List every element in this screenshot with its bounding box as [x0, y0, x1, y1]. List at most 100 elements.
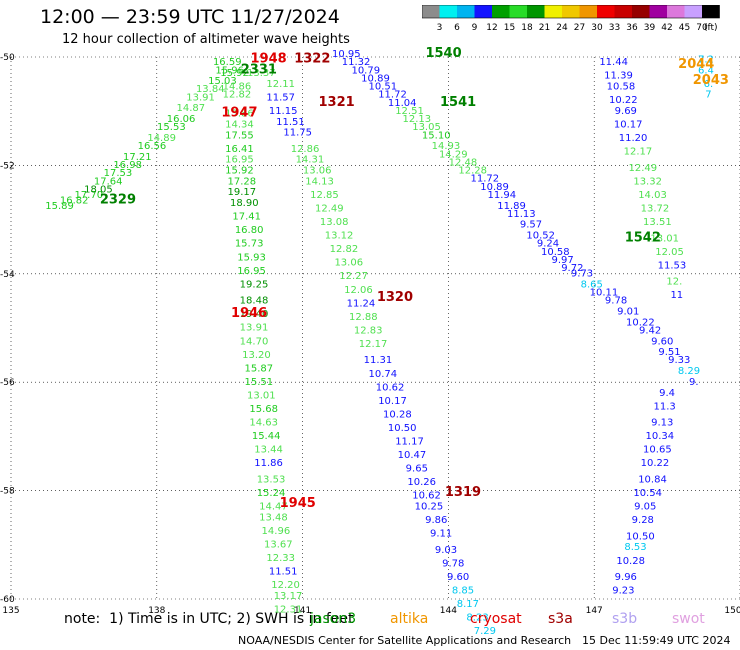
wave-height-value: 10.58 [541, 247, 570, 258]
wave-height-value: 11.53 [658, 260, 687, 271]
wave-height-value: 11.75 [283, 128, 312, 139]
wave-height-value: 10.65 [643, 445, 672, 456]
colorbar-tick-label: 36 [626, 23, 638, 33]
wave-height-value: 13.08 [320, 217, 349, 228]
wave-height-value: 15.96 [215, 65, 244, 76]
wave-height-value: 10.52 [526, 231, 555, 242]
colorbar-swatch [457, 5, 475, 18]
wave-height-value: 12.17 [624, 147, 653, 158]
colorbar-tick-label: 45 [679, 23, 690, 33]
wave-height-value: 9.65 [406, 464, 428, 475]
wave-height-value: 16.80 [235, 225, 264, 236]
wave-height-value: 10.89 [480, 182, 509, 193]
wave-height-value: 15.03 [208, 76, 237, 87]
wave-height-value: 8.85 [452, 586, 474, 597]
wave-height-value: 11.04 [388, 98, 417, 109]
wave-height-value: 11.17 [395, 437, 424, 448]
wave-height-value: 12.49 [628, 163, 657, 174]
wave-height-value: 17.41 [232, 212, 261, 223]
wave-height-value: 9.03 [435, 545, 457, 556]
map-subtitle: 12 hour collection of altimeter wave hei… [62, 32, 350, 47]
wave-height-value: 11.3 [654, 401, 676, 412]
wave-height-value: 10.50 [626, 531, 655, 542]
wave-height-value: 9.05 [634, 502, 656, 513]
wave-height-value: 13.17 [274, 591, 303, 602]
wave-height-value: 10.25 [415, 502, 444, 513]
wave-height-value: 16.98 [113, 160, 142, 171]
wave-height-value: 9.01 [617, 306, 639, 317]
wave-height-value: 15.89 [45, 201, 74, 212]
wave-height-value: 10.62 [412, 491, 441, 502]
wave-height-value: 10.62 [376, 382, 405, 393]
wave-height-value: 10.26 [407, 477, 436, 488]
x-tick-label: 150 [724, 606, 740, 616]
footer-credit: NOAA/NESDIS Center for Satellite Applica… [238, 634, 572, 647]
wave-height-value: 9.60 [651, 336, 673, 347]
colorbar-swatch [439, 5, 457, 18]
wave-height-value: 17.21 [123, 152, 152, 163]
wave-height-value: 9.42 [639, 325, 661, 336]
wave-height-value: 12.82 [223, 90, 252, 101]
pass-label: 1322 [294, 51, 330, 66]
wave-height-value: 13.20 [242, 350, 271, 361]
wave-height-colorbar: 3 6 9 12 15 18 21 24 27 30 33 36 39 42 45 70(ft) [422, 5, 720, 33]
wave-height-value: 9.96 [615, 572, 637, 583]
wave-height-value: 8.53 [624, 542, 646, 553]
wave-height-value: 10.22 [641, 458, 670, 469]
wave-height-value: 14.63 [249, 418, 278, 429]
wave-height-value: 14.70 [240, 336, 269, 347]
wave-height-value: 10.22 [609, 95, 638, 106]
colorbar-tick-label: 24 [556, 23, 568, 33]
colorbar-swatch [422, 5, 440, 18]
wave-height-value: 11.15 [269, 106, 298, 117]
x-tick-label: 147 [586, 606, 603, 616]
wave-height-value: 9.57 [520, 220, 542, 231]
wave-height-value: 10.74 [368, 369, 397, 380]
wave-height-value: 9.33 [668, 355, 690, 366]
wave-height-value: 19.40 [240, 309, 269, 320]
pass-label: 1946 [231, 306, 267, 321]
wave-height-value: 11.24 [347, 298, 376, 309]
pass-label: 1947 [221, 106, 257, 121]
wave-height-value: 13.51 [643, 217, 672, 228]
wave-height-value: 11.89 [497, 201, 526, 212]
wave-height-value: 8.29 [678, 366, 700, 377]
x-tick-label: 135 [2, 606, 19, 616]
colorbar-swatch [597, 5, 615, 18]
wave-height-value: 10.79 [351, 65, 380, 76]
legend-s3a: s3a [548, 611, 573, 627]
wave-height-value: 9.97 [551, 255, 573, 266]
colorbar-tick-label: 12 [486, 23, 497, 33]
colorbar-swatch [667, 5, 685, 18]
wave-height-value: 11 [670, 290, 683, 301]
wave-height-value: 12.83 [354, 325, 383, 336]
wave-height-value: 15.92 [220, 68, 249, 79]
wave-height-value: 9.23 [612, 586, 634, 597]
pass-label: 1321 [319, 95, 355, 110]
legend-swot: swot [672, 611, 705, 627]
wave-height-value: 6. [704, 79, 714, 90]
wave-height-value: 14.86 [223, 82, 252, 93]
colorbar-tick-label: 3 [437, 23, 443, 33]
colorbar-swatch [527, 5, 545, 18]
wave-height-value: 12. [666, 277, 682, 288]
wave-height-value: 11.51 [276, 117, 305, 128]
wave-height-value: 12.20 [271, 580, 300, 591]
y-tick-label: -52 [0, 161, 15, 171]
wave-height-value: 10.50 [388, 423, 417, 434]
pass-label: 1542 [625, 230, 661, 245]
pass-label: 2329 [100, 192, 136, 207]
wave-height-value: 9. [689, 377, 699, 388]
wave-height-value: 12.33 [266, 553, 295, 564]
wave-height-value: 9.51 [658, 347, 680, 358]
wave-height-value: 12.82 [330, 244, 359, 255]
wave-height-value: 13.01 [650, 233, 679, 244]
colorbar-tick-label: 21 [539, 23, 550, 33]
wave-height-value: 15.24 [257, 488, 286, 499]
wave-height-value: 14.34 [225, 119, 254, 130]
wave-height-value: 11.39 [604, 71, 633, 82]
wave-height-value: 13.72 [641, 203, 670, 214]
pass-label: 1319 [445, 485, 481, 500]
colorbar-swatch [544, 5, 562, 18]
